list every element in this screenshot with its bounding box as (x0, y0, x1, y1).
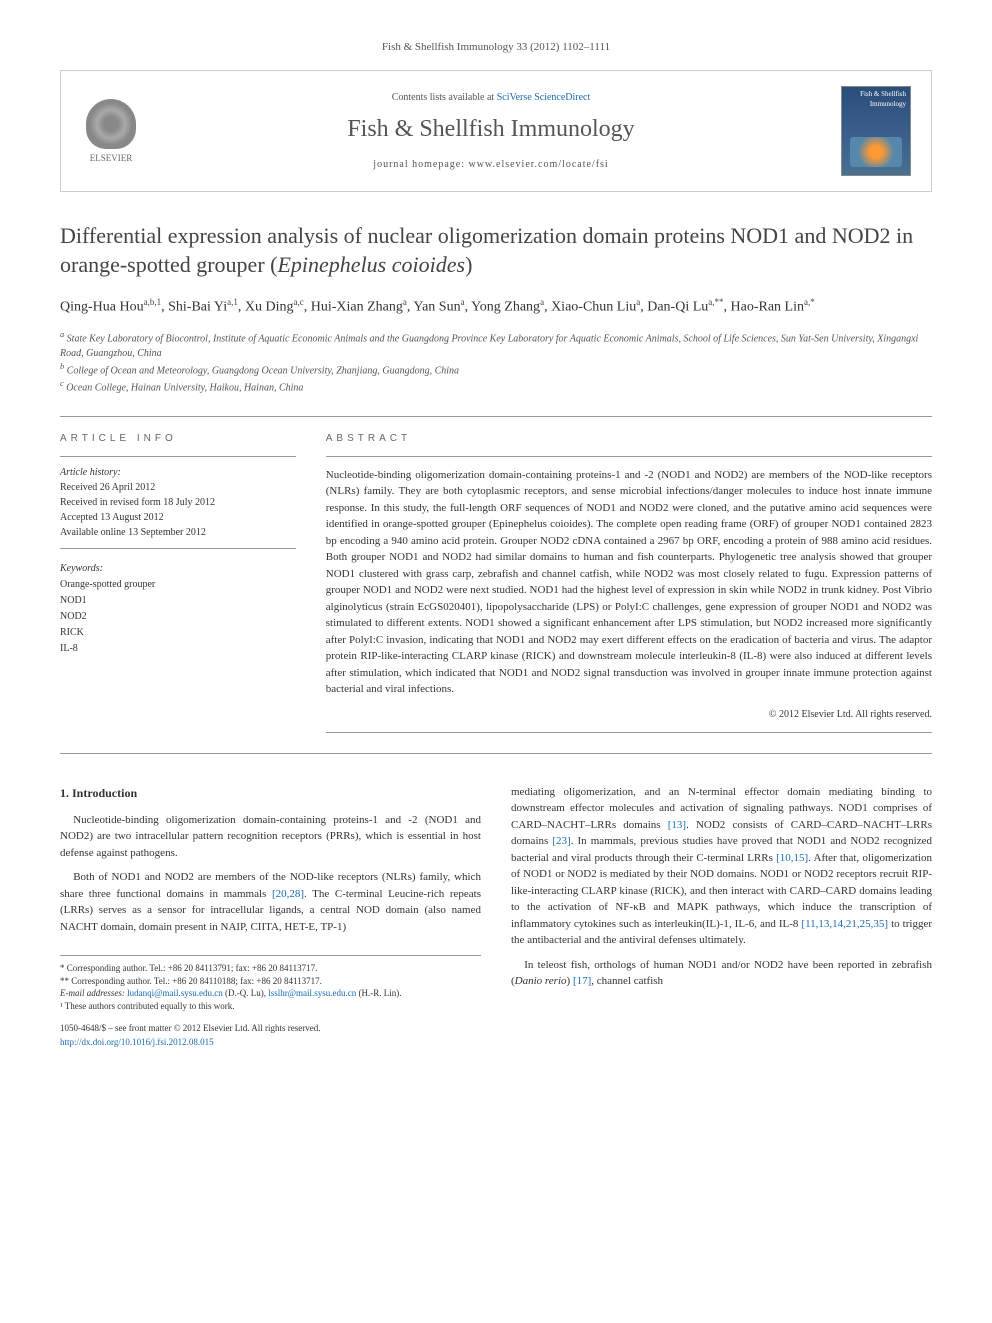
abstract-text: Nucleotide-binding oligomerization domai… (326, 467, 932, 698)
affiliation-a: a State Key Laboratory of Biocontrol, In… (60, 329, 932, 361)
citation-link[interactable]: [17] (573, 975, 591, 987)
keyword: Orange-spotted grouper (60, 577, 296, 593)
email-line: E-mail addresses: ludanqi@mail.sysu.edu.… (60, 987, 481, 1000)
intro-heading: 1. Introduction (60, 784, 481, 802)
revised-date: Received in revised form 18 July 2012 (60, 495, 296, 510)
authors-list: Qing-Hua Houa,b,1, Shi-Bai Yia,1, Xu Din… (60, 295, 932, 319)
divider (326, 732, 932, 733)
email-link[interactable]: lsslhr@mail.sysu.edu.cn (268, 988, 356, 998)
main-content: 1. Introduction Nucleotide-binding oligo… (60, 784, 932, 1050)
keyword: RICK (60, 625, 296, 641)
intro-paragraph-1: Nucleotide-binding oligomerization domai… (60, 812, 481, 862)
right-text-column: mediating oligomerization, and an N-term… (511, 784, 932, 1050)
keyword: NOD2 (60, 609, 296, 625)
citation-link[interactable]: [13] (668, 819, 686, 831)
intro-paragraph-3: mediating oligomerization, and an N-term… (511, 784, 932, 949)
abstract-copyright: © 2012 Elsevier Ltd. All rights reserved… (326, 708, 932, 722)
article-info-column: ARTICLE INFO Article history: Received 2… (60, 432, 296, 733)
title-species: Epinephelus coioides (277, 252, 465, 277)
article-info-label: ARTICLE INFO (60, 432, 296, 446)
divider (60, 753, 932, 754)
online-date: Available online 13 September 2012 (60, 525, 296, 540)
issn-line: 1050-4648/$ – see front matter © 2012 El… (60, 1022, 481, 1036)
equal-contrib-note: ¹ These authors contributed equally to t… (60, 1000, 481, 1013)
corresponding-author-notes: * Corresponding author. Tel.: +86 20 841… (60, 955, 481, 1012)
email-link[interactable]: ludanqi@mail.sysu.edu.cn (127, 988, 223, 998)
doi-link[interactable]: http://dx.doi.org/10.1016/j.fsi.2012.08.… (60, 1036, 481, 1050)
article-history: Article history: Received 26 April 2012 … (60, 456, 296, 549)
journal-cover-thumbnail: Fish & Shellfish Immunology (841, 86, 911, 176)
journal-homepage: journal homepage: www.elsevier.com/locat… (161, 158, 821, 172)
title-main: Differential expression analysis of nucl… (60, 223, 913, 277)
affiliation-b: b College of Ocean and Meteorology, Guan… (60, 361, 932, 378)
journal-name: Fish & Shellfish Immunology (161, 113, 821, 147)
cover-title: Fish & Shellfish Immunology (842, 87, 910, 113)
citation-link[interactable]: [23] (552, 835, 570, 847)
citation-link[interactable]: [20,28] (272, 888, 304, 900)
header-center: Contents lists available at SciVerse Sci… (161, 91, 821, 173)
received-date: Received 26 April 2012 (60, 480, 296, 495)
footer-doi: 1050-4648/$ – see front matter © 2012 El… (60, 1022, 481, 1049)
keywords-block: Keywords: Orange-spotted grouper NOD1 NO… (60, 561, 296, 657)
divider (60, 416, 932, 417)
corr-author-1: * Corresponding author. Tel.: +86 20 841… (60, 962, 481, 975)
journal-header-box: ELSEVIER Contents lists available at Sci… (60, 70, 932, 192)
title-close: ) (465, 252, 472, 277)
corr-author-2: ** Corresponding author. Tel.: +86 20 84… (60, 975, 481, 988)
contents-prefix: Contents lists available at (392, 92, 497, 103)
citation-link[interactable]: [10,15] (776, 852, 808, 864)
divider (326, 456, 932, 457)
contents-line: Contents lists available at SciVerse Sci… (161, 91, 821, 105)
sciverse-link[interactable]: SciVerse ScienceDirect (497, 92, 591, 103)
keyword: NOD1 (60, 593, 296, 609)
keywords-label: Keywords: (60, 561, 296, 577)
history-label: Article history: (60, 465, 296, 480)
elsevier-logo: ELSEVIER (81, 96, 141, 166)
elsevier-label: ELSEVIER (90, 152, 133, 165)
intro-paragraph-2: Both of NOD1 and NOD2 are members of the… (60, 869, 481, 935)
info-abstract-row: ARTICLE INFO Article history: Received 2… (60, 432, 932, 733)
abstract-label: ABSTRACT (326, 432, 932, 446)
affiliations: a State Key Laboratory of Biocontrol, In… (60, 329, 932, 396)
intro-paragraph-4: In teleost fish, orthologs of human NOD1… (511, 957, 932, 990)
affiliation-c: c Ocean College, Hainan University, Haik… (60, 378, 932, 395)
accepted-date: Accepted 13 August 2012 (60, 510, 296, 525)
elsevier-tree-icon (86, 99, 136, 149)
left-text-column: 1. Introduction Nucleotide-binding oligo… (60, 784, 481, 1050)
keyword: IL-8 (60, 641, 296, 657)
journal-reference: Fish & Shellfish Immunology 33 (2012) 11… (60, 40, 932, 55)
citation-link[interactable]: [11,13,14,21,25,35] (801, 918, 888, 930)
article-title: Differential expression analysis of nucl… (60, 222, 932, 279)
abstract-column: ABSTRACT Nucleotide-binding oligomerizat… (326, 432, 932, 733)
